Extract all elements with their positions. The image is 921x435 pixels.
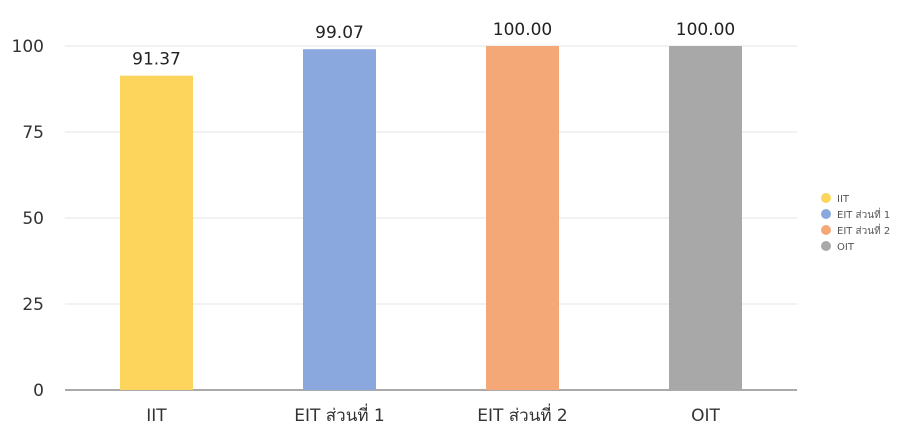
x-category-label: EIT ส่วนที่ 1 bbox=[294, 403, 385, 426]
x-category-label: EIT ส่วนที่ 2 bbox=[477, 403, 568, 426]
legend-swatch bbox=[821, 241, 831, 251]
legend-swatch bbox=[821, 209, 831, 219]
y-tick-label: 75 bbox=[22, 123, 44, 143]
legend: IIT EIT ส่วนที่ 1 EIT ส่วนที่ 2 OIT bbox=[821, 193, 890, 253]
bar bbox=[669, 46, 742, 390]
data-label: 99.07 bbox=[315, 23, 364, 43]
bars bbox=[120, 46, 742, 391]
legend-label: IIT bbox=[837, 194, 850, 205]
data-label: 100.00 bbox=[676, 20, 735, 40]
y-tick-label: 25 bbox=[22, 295, 44, 315]
y-tick-label: 0 bbox=[33, 381, 44, 401]
x-category-label: IIT bbox=[146, 406, 167, 426]
legend-label: OIT bbox=[837, 242, 855, 253]
legend-swatch bbox=[821, 193, 831, 203]
y-axis-ticks: 0 25 50 75 100 bbox=[12, 37, 44, 401]
x-axis-categories: IIT EIT ส่วนที่ 1 EIT ส่วนที่ 2 OIT bbox=[146, 403, 720, 426]
data-labels: 91.37 99.07 100.00 100.00 bbox=[132, 20, 735, 70]
data-label: 91.37 bbox=[132, 50, 181, 70]
x-category-label: OIT bbox=[691, 406, 720, 426]
bar bbox=[486, 46, 559, 390]
legend-label: EIT ส่วนที่ 1 bbox=[837, 207, 890, 221]
bar bbox=[303, 49, 376, 391]
legend-swatch bbox=[821, 225, 831, 235]
y-tick-label: 100 bbox=[12, 37, 44, 57]
y-tick-label: 50 bbox=[22, 209, 44, 229]
data-label: 100.00 bbox=[493, 20, 552, 40]
bar bbox=[120, 75, 193, 391]
legend-label: EIT ส่วนที่ 2 bbox=[837, 223, 890, 237]
